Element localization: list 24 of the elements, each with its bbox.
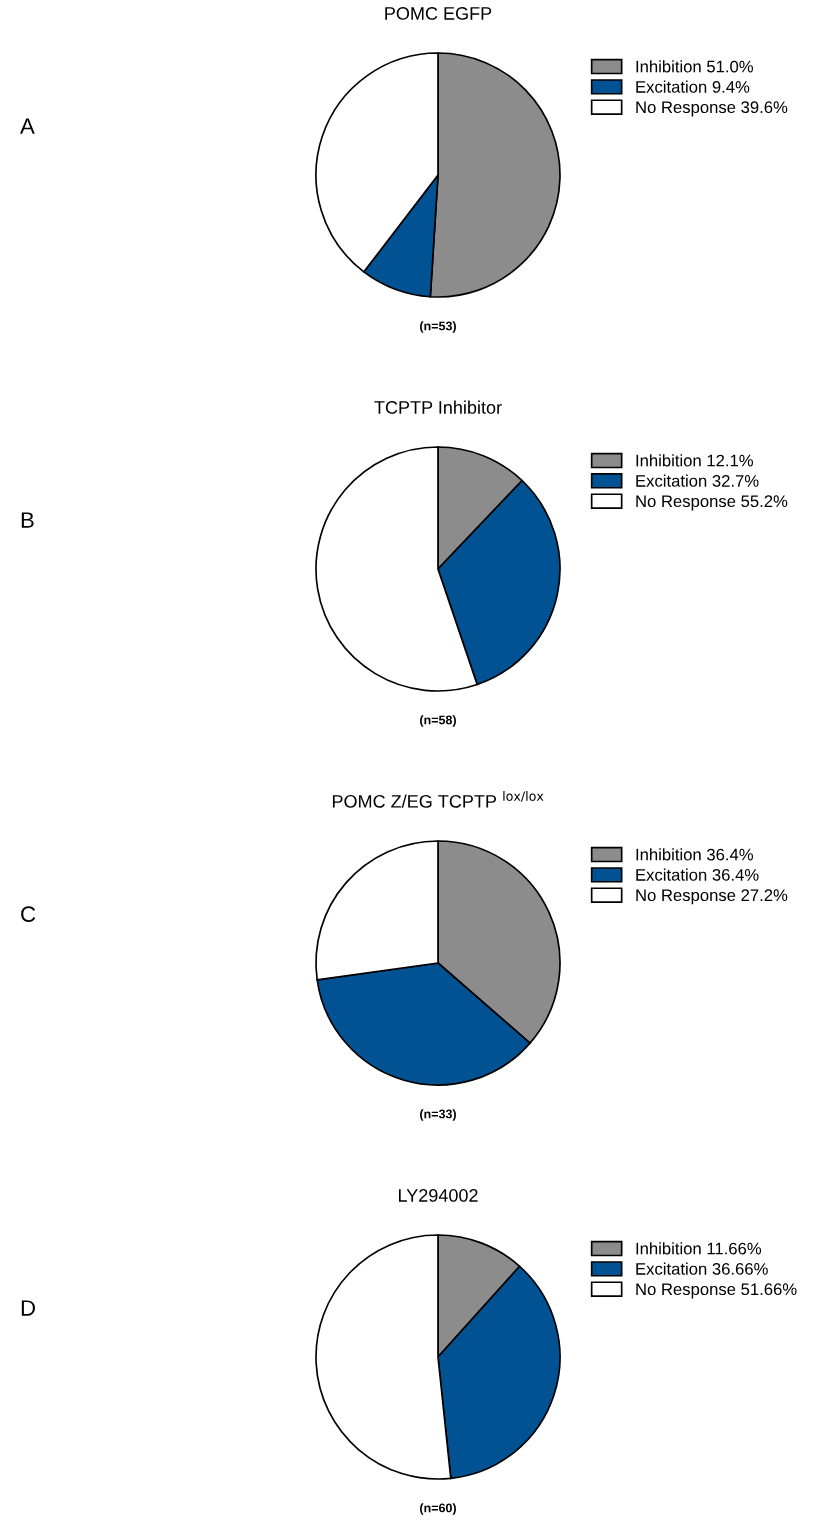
chart-title: POMC EGFP: [385, 7, 492, 20]
chart-title: POMC Z/EG TCPTP $^{lox/lox}$: [332, 791, 544, 808]
text: (n=53): [420, 321, 456, 333]
text: B: [21, 512, 34, 528]
legend-label: Excitation 36.4%: [636, 868, 759, 881]
legend-label: Inhibition 36.4%: [636, 848, 754, 861]
legend-label: Excitation 36.66%: [636, 1262, 768, 1275]
text: C: [21, 906, 36, 922]
legend-label: No Response 39.6%: [636, 101, 788, 117]
legend-label: No Response 55.2%: [636, 495, 788, 511]
chart-title: TCPTP Inhibitor: [374, 400, 502, 414]
legend-label: Inhibition 12.1%: [636, 454, 754, 467]
legend-label: Excitation 32.7%: [636, 474, 759, 487]
legend-label: No Response 51.66%: [636, 1283, 797, 1299]
text: (n=60): [420, 1503, 456, 1515]
text: (n=33): [420, 1109, 456, 1121]
legend-label: Excitation 9.4%: [636, 80, 750, 93]
text: D: [21, 1300, 35, 1316]
text: (n=58): [420, 715, 456, 727]
legend-label: Inhibition 51.0%: [636, 60, 754, 73]
legend-label: Inhibition 11.66%: [636, 1242, 762, 1255]
chart-title: LY294002: [398, 1189, 478, 1202]
text: A: [20, 118, 35, 134]
legend-label: No Response 27.2%: [636, 889, 788, 905]
